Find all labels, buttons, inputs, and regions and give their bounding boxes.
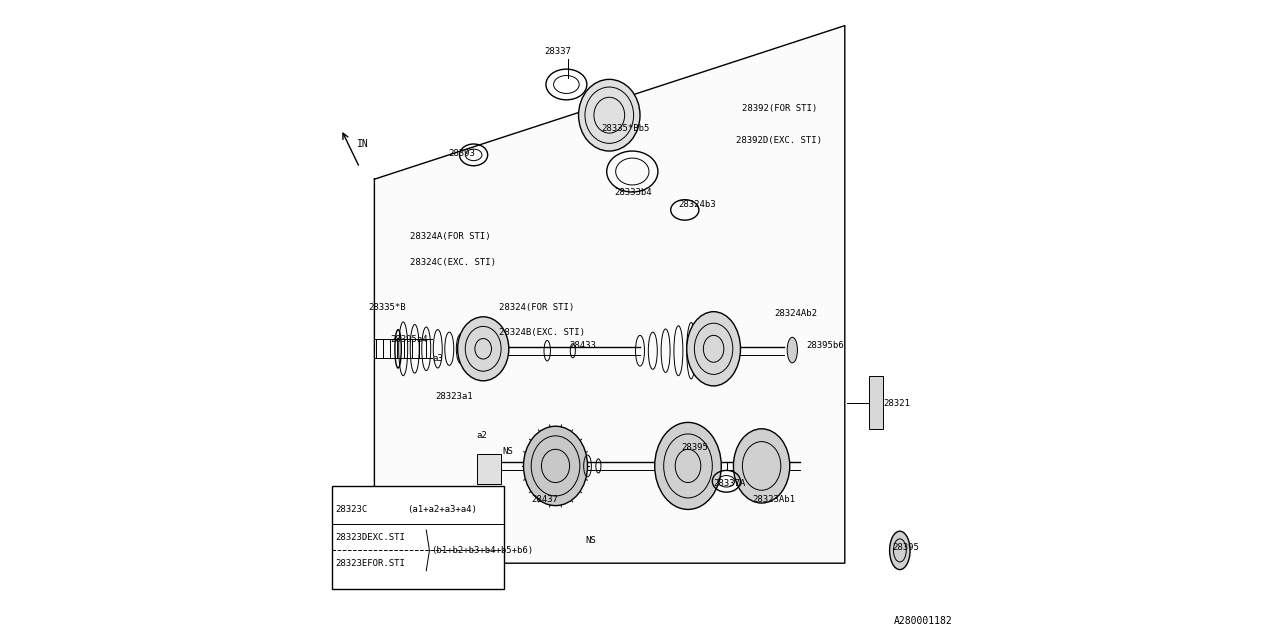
Text: 28324b3: 28324b3 [678,200,716,209]
Text: 28395: 28395 [893,543,919,552]
Text: A280001182: A280001182 [893,616,952,626]
Ellipse shape [890,531,910,570]
Text: 28324Ab2: 28324Ab2 [774,309,818,318]
Text: 28392(FOR STI): 28392(FOR STI) [742,104,818,113]
Text: 28324A(FOR STI): 28324A(FOR STI) [410,232,490,241]
Bar [477,454,502,484]
Text: 28395a4: 28395a4 [390,335,428,344]
Bar [332,486,504,589]
Text: 28323a1: 28323a1 [435,392,472,401]
Ellipse shape [579,79,640,151]
Ellipse shape [687,312,740,386]
Text: IN: IN [357,139,369,149]
Text: 28392D(EXC. STI): 28392D(EXC. STI) [736,136,822,145]
Text: 28335*Bb5: 28335*Bb5 [602,124,650,132]
Text: 28323C: 28323C [335,505,367,514]
Bar [869,376,883,429]
Text: 28337A: 28337A [714,479,746,488]
Text: a3: a3 [433,354,443,363]
Text: 28323Ab1: 28323Ab1 [753,495,795,504]
Text: (b1+b2+b3+b4+b5+b6): (b1+b2+b3+b4+b5+b6) [430,546,532,555]
Ellipse shape [457,317,509,381]
Text: NS: NS [585,536,596,545]
Ellipse shape [787,337,797,363]
Text: 28391B: 28391B [461,495,493,504]
Text: 28324C(EXC. STI): 28324C(EXC. STI) [410,258,495,267]
Ellipse shape [655,422,722,509]
Text: NS: NS [502,447,513,456]
Ellipse shape [524,426,588,506]
Text: 28321: 28321 [883,399,910,408]
Text: 28323DEXC.STI: 28323DEXC.STI [335,533,406,542]
Text: a2: a2 [477,431,488,440]
Text: 28324(FOR STI): 28324(FOR STI) [499,303,575,312]
Text: (a1+a2+a3+a4): (a1+a2+a3+a4) [407,505,477,514]
Text: 28395b6: 28395b6 [806,341,844,350]
Text: 28395: 28395 [681,444,708,452]
Text: 28335*B: 28335*B [369,303,406,312]
Text: 28437: 28437 [531,495,558,504]
Text: 28433: 28433 [570,341,596,350]
Ellipse shape [733,429,790,503]
Text: 28333b4: 28333b4 [614,188,652,196]
Text: 28324B(EXC. STI): 28324B(EXC. STI) [499,328,585,337]
Text: 28393: 28393 [448,149,475,158]
Polygon shape [374,26,845,563]
Text: 28323EFOR.STI: 28323EFOR.STI [335,559,406,568]
Text: 28337: 28337 [544,47,571,56]
